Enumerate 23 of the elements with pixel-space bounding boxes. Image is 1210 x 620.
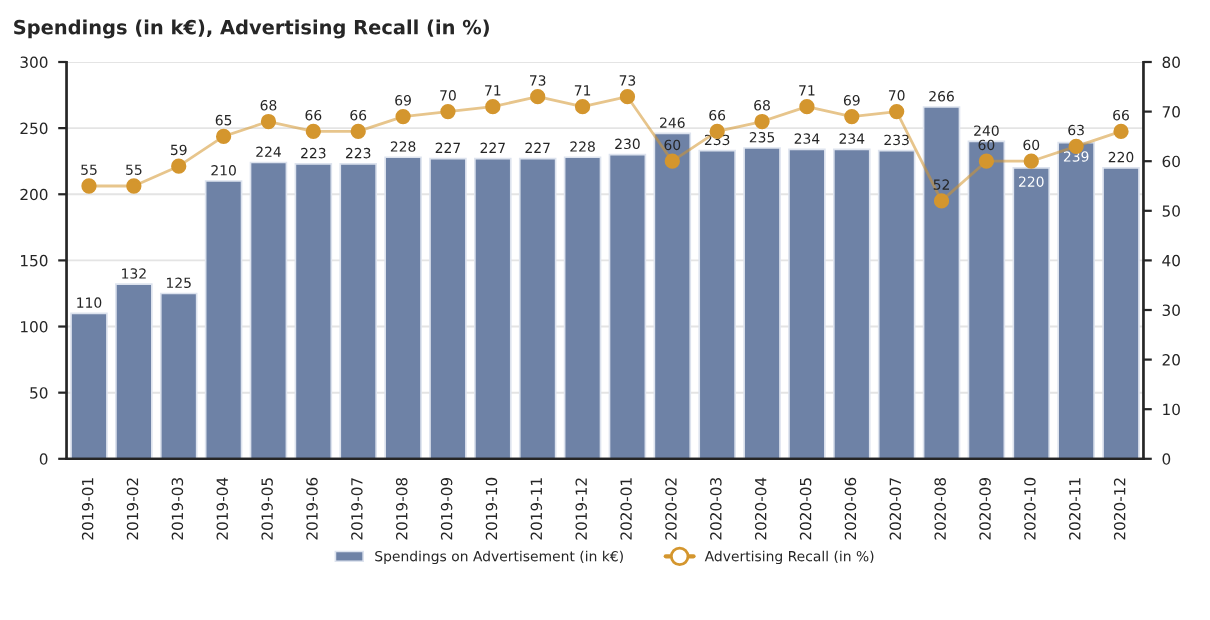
point [81,178,97,194]
point [485,99,501,115]
point [1023,153,1039,169]
point [305,123,321,140]
point [440,103,456,120]
point [799,99,815,115]
point [215,128,232,145]
point [574,99,591,115]
chart-title: Spendings (in k€), Advertising Recall (in %) [14,19,489,39]
point [619,89,636,105]
point [350,123,366,140]
point [1113,123,1129,140]
point [260,113,277,130]
point [754,113,770,130]
point [889,103,905,120]
point [978,153,995,169]
point [530,89,546,105]
point [171,158,187,174]
point [933,193,950,209]
point [844,108,860,125]
point [395,108,411,125]
point [126,178,142,194]
point [664,153,680,169]
